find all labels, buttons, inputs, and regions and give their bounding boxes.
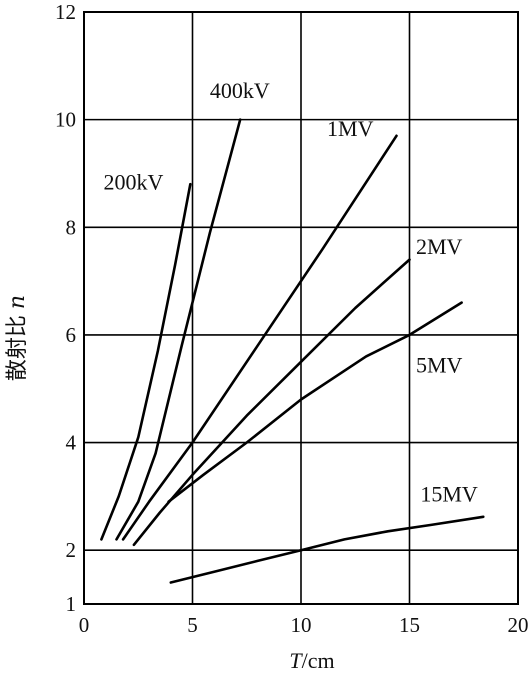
x-tick-label: 10 [291,613,312,637]
series-line-200kv [100,182,192,541]
x-axis-label: T/cm [289,648,334,673]
series-curves [100,118,485,584]
series-label-1mv: 1MV [327,116,374,141]
y-axis-label-text: 散射比 [5,315,30,381]
y-axis-label: 散射比 n [5,295,30,381]
y-tick-label: 4 [66,431,77,455]
y-tick-label: 8 [66,215,77,239]
grid-lines [83,11,519,605]
series-line-1mv [121,134,398,541]
y-tick-label: 6 [66,323,77,347]
y-tick-label: 1 [66,592,77,616]
x-tick-label: 15 [399,613,420,637]
x-axis-label-symbol: T [289,648,303,673]
series-label-15mv: 15MV [420,482,478,507]
series-label-2mv: 2MV [416,234,463,259]
y-tick-label: 2 [66,538,77,562]
y-axis-label-symbol: n [5,295,30,309]
series-line-400kv [115,118,242,541]
y-tick-label: 10 [55,108,76,132]
series-line-15mv [169,515,485,584]
series-line-5mv [167,301,463,504]
series-labels: 200kV 400kV 1MV 2MV 5MV 15MV [104,78,478,507]
x-tick-label: 20 [508,613,529,637]
x-tick-label: 0 [79,613,90,637]
series-label-5mv: 5MV [416,353,463,378]
x-axis-label-unit: /cm [302,648,335,673]
x-tick-label: 5 [187,613,198,637]
series-label-400kv: 400kV [210,78,270,103]
series-label-200kv: 200kV [104,170,164,195]
y-tick-label: 12 [55,0,76,24]
series-line-2mv [132,258,411,547]
